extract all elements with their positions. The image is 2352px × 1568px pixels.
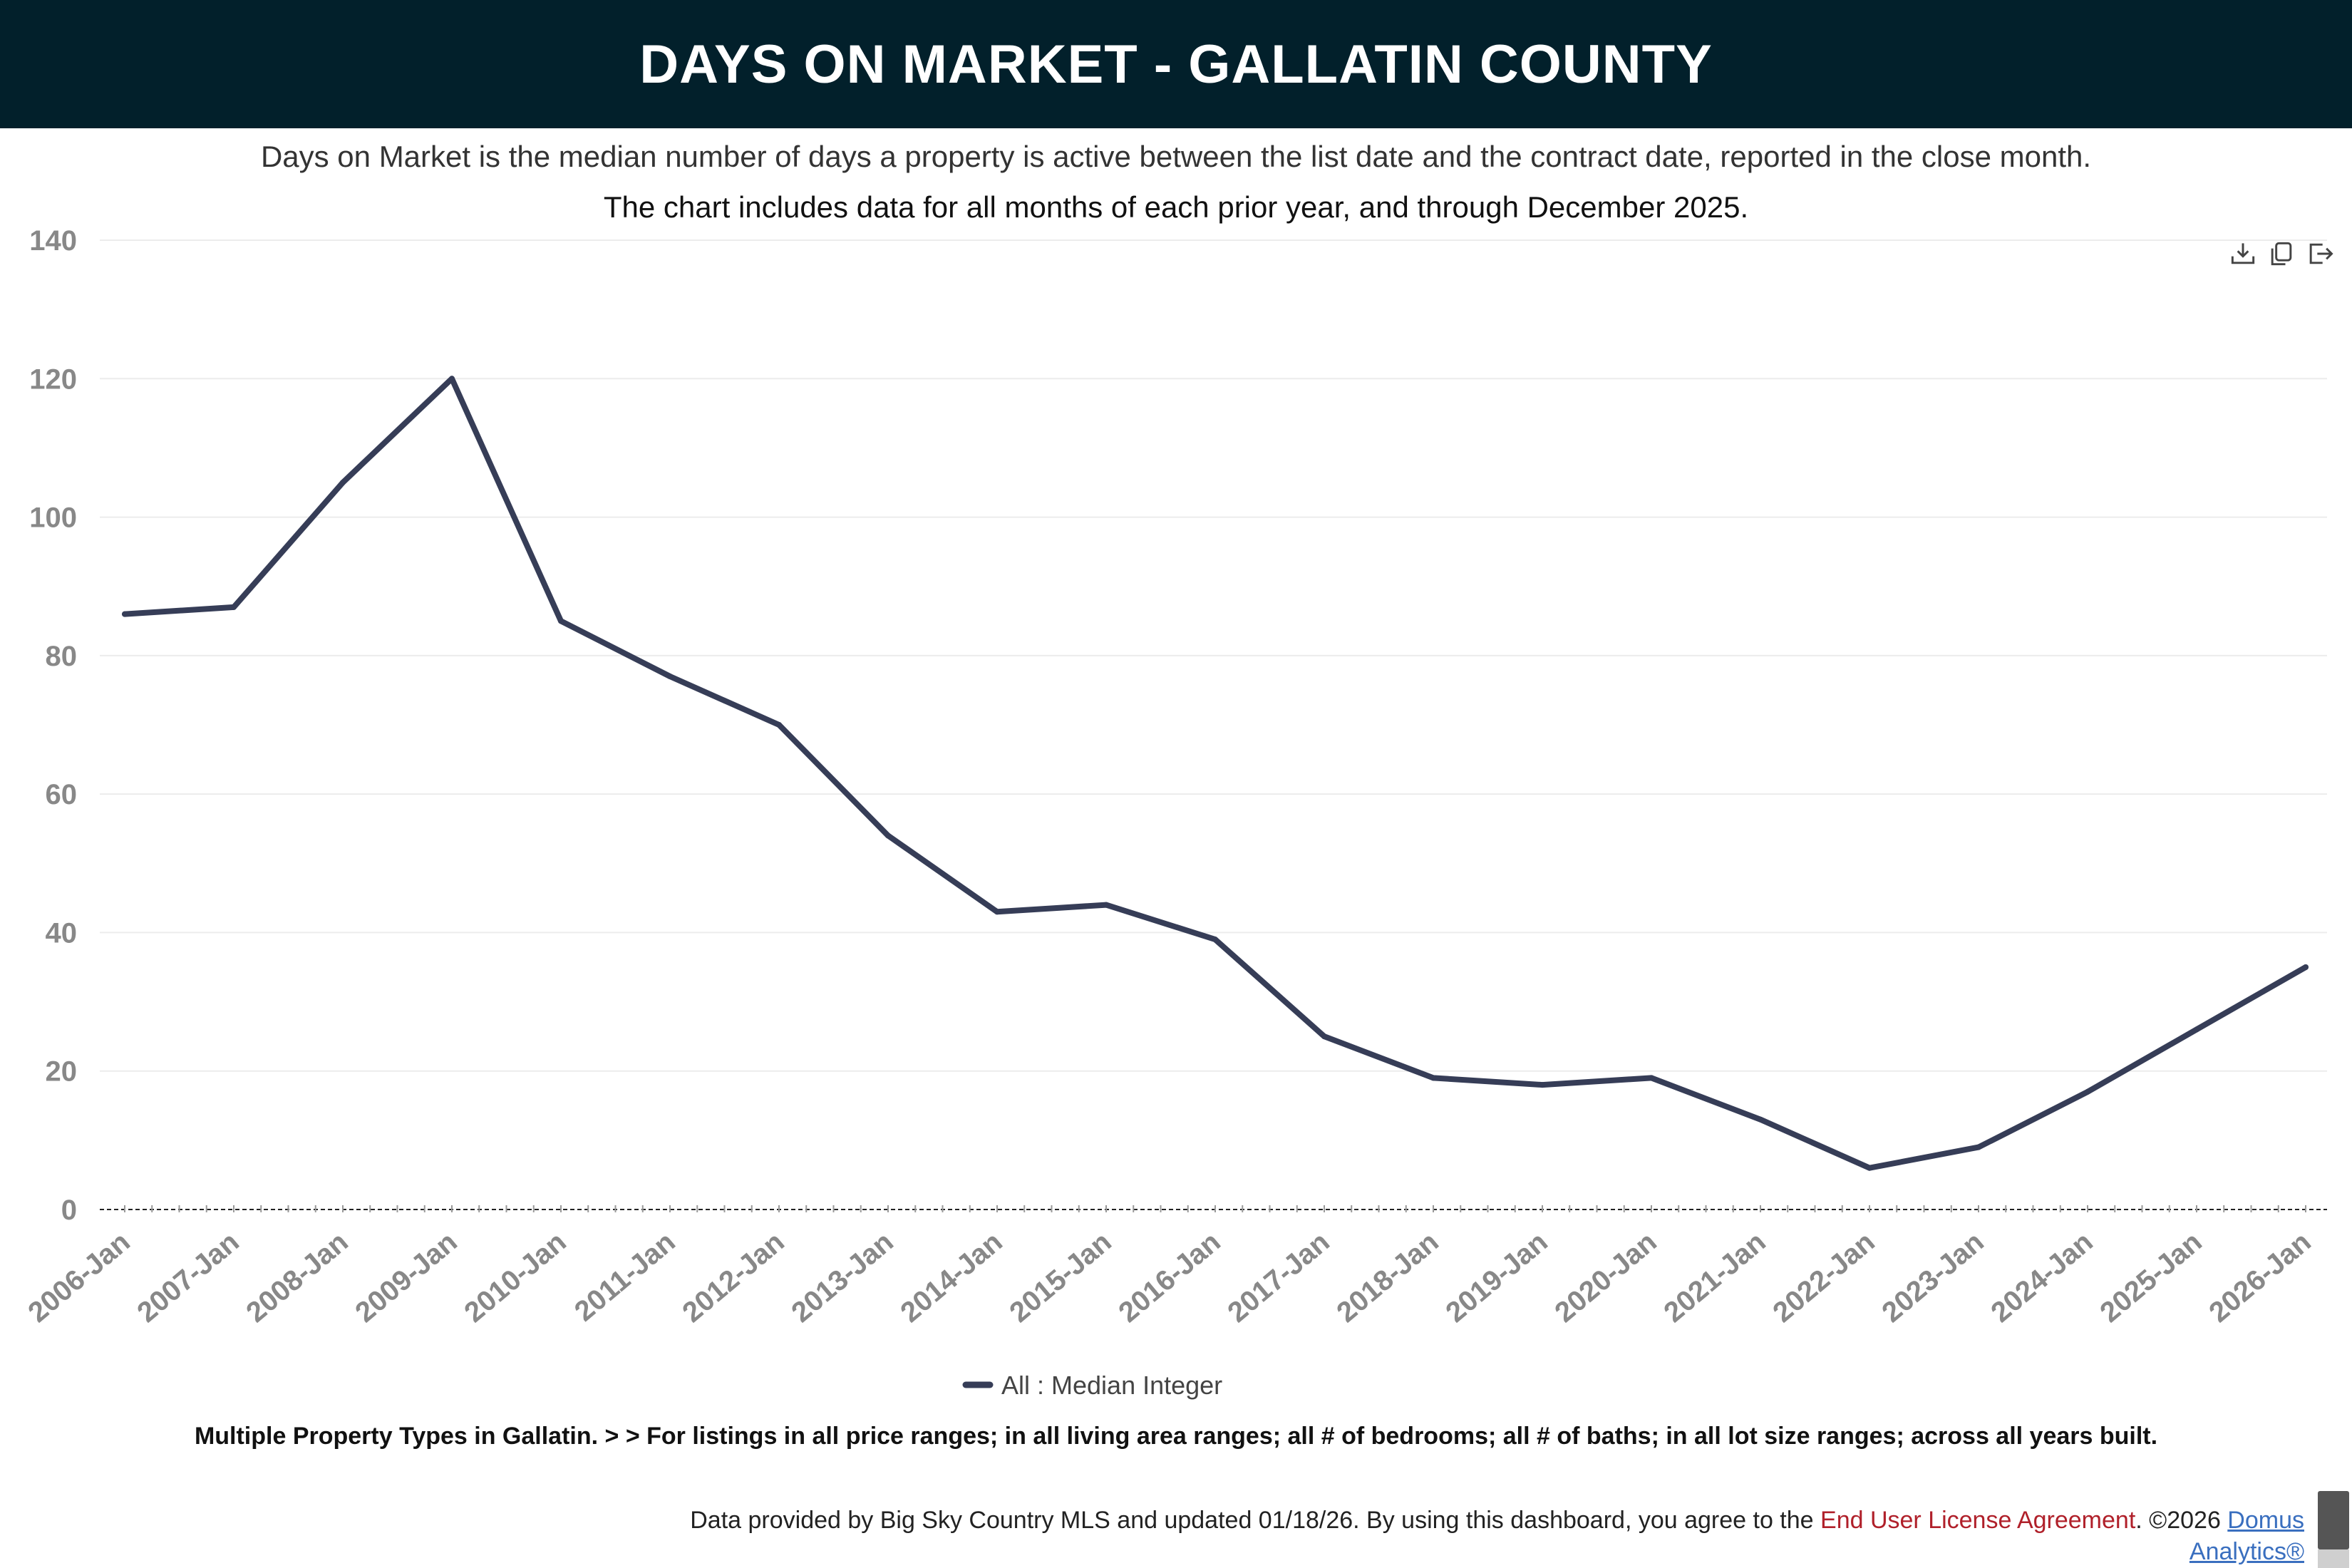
data-point[interactable]	[1103, 902, 1109, 908]
footer: Data provided by Big Sky Country MLS and…	[690, 1507, 2304, 1565]
data-point[interactable]	[558, 618, 564, 624]
y-tick-label: 80	[46, 641, 78, 672]
x-tick-label: 2013-Jan	[785, 1226, 899, 1329]
export-icon[interactable]	[2304, 238, 2336, 269]
data-point[interactable]	[2194, 1026, 2199, 1033]
eula-link[interactable]: End User License Agreement	[1820, 1507, 2136, 1534]
data-point[interactable]	[776, 722, 782, 728]
download-icon[interactable]	[2227, 238, 2259, 269]
x-tick-label: 2018-Jan	[1331, 1226, 1444, 1329]
data-point[interactable]	[1539, 1082, 1545, 1088]
chart-toolbar	[2227, 238, 2341, 269]
copy-icon[interactable]	[2266, 238, 2297, 269]
data-point[interactable]	[994, 909, 1000, 915]
x-tick-label: 2007-Jan	[131, 1226, 244, 1329]
data-point[interactable]	[885, 832, 891, 839]
y-tick-label: 20	[46, 1056, 78, 1088]
data-point[interactable]	[449, 376, 455, 382]
chart-description-line1: Days on Market is the median number of d…	[260, 140, 2092, 173]
filter-description: Multiple Property Types in Gallatin. > >…	[194, 1423, 2158, 1450]
x-tick-label: 2017-Jan	[1222, 1226, 1335, 1329]
data-point[interactable]	[1430, 1075, 1436, 1081]
header-bar: DAYS ON MARKET - GALLATIN COUNTY	[0, 0, 2352, 128]
series-line[interactable]	[122, 376, 2309, 1171]
y-tick-label: 60	[46, 779, 78, 810]
y-tick-label: 100	[29, 502, 77, 534]
data-point[interactable]	[667, 674, 673, 679]
x-tick-label: 2020-Jan	[1549, 1226, 1662, 1329]
x-tick-label: 2008-Jan	[240, 1226, 354, 1329]
data-point[interactable]	[2085, 1088, 2090, 1095]
y-tick-label: 0	[61, 1195, 77, 1226]
y-tick-label: 120	[29, 363, 77, 395]
data-point[interactable]	[1649, 1075, 1654, 1081]
scrollbar-thumb[interactable]	[2318, 1491, 2349, 1549]
x-tick-label: 2021-Jan	[1658, 1226, 1771, 1329]
x-tick-label: 2026-Jan	[2203, 1226, 2316, 1329]
x-tick-label: 2019-Jan	[1440, 1226, 1553, 1329]
data-point[interactable]	[1758, 1116, 1763, 1123]
y-axis-ticks: 0 20 40 60 80 100 120 140	[29, 225, 77, 1226]
x-tick-label: 2006-Jan	[22, 1226, 135, 1329]
x-tick-label: 2010-Jan	[458, 1226, 572, 1329]
chart-gridlines	[100, 239, 2327, 1210]
domus-link[interactable]: Domus	[2227, 1507, 2304, 1534]
data-point[interactable]	[1321, 1033, 1327, 1040]
x-tick-label: 2014-Jan	[894, 1226, 1008, 1329]
x-tick-label: 2011-Jan	[569, 1226, 681, 1327]
x-tick-label: 2024-Jan	[1985, 1226, 2098, 1329]
x-axis-ticks: 2006-Jan2007-Jan2008-Jan2009-Jan2010-Jan…	[22, 1205, 2317, 1329]
y-tick-label: 140	[29, 225, 77, 257]
x-tick-label: 2012-Jan	[676, 1226, 790, 1329]
data-point[interactable]	[1212, 937, 1218, 943]
chart-description-line2: The chart includes data for all months o…	[603, 190, 1749, 224]
page-title: DAYS ON MARKET - GALLATIN COUNTY	[639, 33, 1713, 95]
chart-legend[interactable]: All : Median Integer	[962, 1371, 1222, 1400]
data-point[interactable]	[122, 611, 128, 617]
x-tick-label: 2025-Jan	[2094, 1226, 2207, 1329]
data-point[interactable]	[1976, 1144, 1981, 1150]
y-tick-label: 40	[46, 917, 78, 949]
footer-text: Data provided by Big Sky Country MLS and…	[690, 1507, 1821, 1534]
x-tick-label: 2022-Jan	[1767, 1226, 1880, 1329]
domus-link-continued[interactable]: Analytics®	[2189, 1538, 2304, 1565]
data-point[interactable]	[231, 604, 237, 610]
legend-label[interactable]: All : Median Integer	[1001, 1371, 1222, 1400]
chart-series	[122, 376, 2309, 1171]
x-tick-label: 2015-Jan	[1004, 1226, 1117, 1329]
data-point[interactable]	[1867, 1165, 1872, 1171]
data-point[interactable]	[2303, 964, 2309, 970]
x-tick-label: 2009-Jan	[349, 1226, 463, 1329]
x-tick-label: 2023-Jan	[1876, 1226, 1989, 1329]
data-point[interactable]	[340, 480, 346, 485]
scrollbar-track[interactable]	[2318, 1549, 2349, 1568]
footer-copyright: . ©2026	[2135, 1507, 2228, 1534]
x-tick-label: 2016-Jan	[1113, 1226, 1226, 1329]
